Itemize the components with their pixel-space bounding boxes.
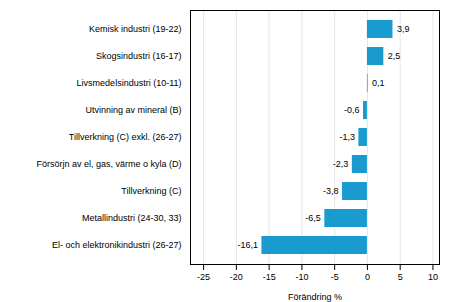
svg-text:0: 0	[365, 272, 370, 282]
svg-text:-20: -20	[230, 272, 243, 282]
svg-text:-25: -25	[197, 272, 210, 282]
svg-text:Skogsindustri (16-17): Skogsindustri (16-17)	[96, 51, 182, 61]
svg-text:-0,6: -0,6	[344, 105, 360, 115]
svg-text:Utvinning av mineral (B): Utvinning av mineral (B)	[85, 105, 181, 115]
svg-text:Tillverkning (C): Tillverkning (C)	[121, 186, 181, 196]
svg-text:10: 10	[428, 272, 438, 282]
svg-text:-10: -10	[295, 272, 308, 282]
svg-text:-3,8: -3,8	[323, 186, 339, 196]
svg-text:Metallindustri (24-30, 33): Metallindustri (24-30, 33)	[82, 213, 182, 223]
svg-text:-1,3: -1,3	[339, 132, 355, 142]
svg-text:Förändring %: Förändring %	[288, 292, 342, 302]
svg-text:-5: -5	[331, 272, 339, 282]
svg-text:2,5: 2,5	[388, 51, 401, 61]
svg-text:Tillverkning (C) exkl. (26-27): Tillverkning (C) exkl. (26-27)	[69, 132, 182, 142]
svg-text:Livsmedelsindustri (10-11): Livsmedelsindustri (10-11)	[77, 78, 182, 88]
svg-text:-2,3: -2,3	[333, 159, 349, 169]
svg-text:-6,5: -6,5	[305, 213, 321, 223]
svg-text:-16,1: -16,1	[237, 240, 258, 250]
svg-text:Kemisk industri (19-22): Kemisk industri (19-22)	[89, 24, 182, 34]
svg-text:El- och elektronikindustri (26: El- och elektronikindustri (26-27)	[52, 240, 182, 250]
svg-text:Försörjn av el, gas, värme o k: Försörjn av el, gas, värme o kyla (D)	[36, 159, 181, 169]
svg-text:3,9: 3,9	[397, 24, 410, 34]
svg-text:-15: -15	[263, 272, 276, 282]
svg-text:0,1: 0,1	[372, 78, 385, 88]
svg-text:5: 5	[398, 272, 403, 282]
